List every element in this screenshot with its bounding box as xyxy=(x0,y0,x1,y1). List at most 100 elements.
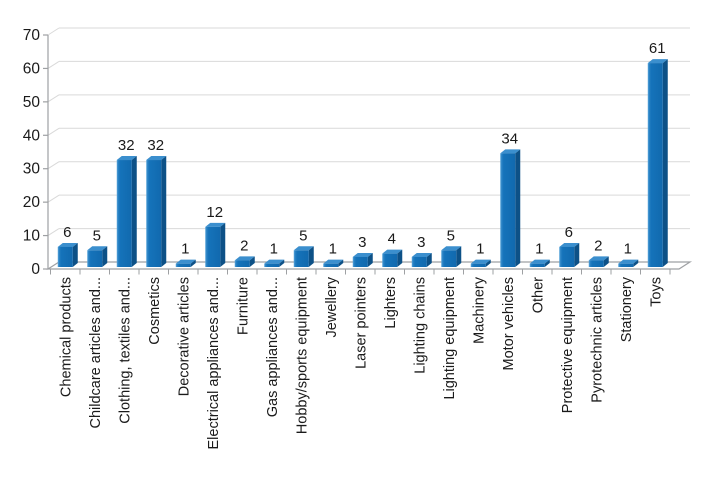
bar-top-face xyxy=(382,249,403,254)
bar-data-label: 3 xyxy=(358,234,366,251)
bar-top-face xyxy=(205,222,226,227)
bar-top-face xyxy=(57,242,78,247)
bar-front-face xyxy=(234,260,250,267)
bar-top-face xyxy=(470,259,491,264)
bar-side-face xyxy=(161,156,167,267)
bar-16 xyxy=(529,259,550,267)
bar-front-face xyxy=(441,250,457,267)
bar-2 xyxy=(116,156,137,267)
bar-top-face xyxy=(264,259,285,264)
bar-0 xyxy=(57,242,78,267)
bar-data-label: 3 xyxy=(417,234,425,251)
bar-top-face xyxy=(175,259,196,264)
bar-front-face xyxy=(588,260,604,267)
gridline-wall-joint xyxy=(47,127,60,136)
bar-side-face xyxy=(367,252,373,267)
bar-front-face xyxy=(352,256,368,267)
x-axis-category-label: Childcare articles and... xyxy=(88,277,104,429)
bar-front-face xyxy=(116,160,132,267)
bar-front-face xyxy=(293,250,309,267)
x-axis-category-label: Toys xyxy=(648,277,664,307)
bar-18 xyxy=(588,256,609,267)
bar-data-label: 5 xyxy=(447,227,455,244)
y-axis-tick-label: 20 xyxy=(23,194,41,211)
bar-front-face xyxy=(323,263,339,267)
x-axis-category-label: Clothing, textiles and... xyxy=(117,277,133,424)
bar-side-face xyxy=(102,246,108,267)
bar-front-face xyxy=(411,256,427,267)
bar-side-face xyxy=(308,246,314,267)
bar-10 xyxy=(352,252,373,267)
bar-data-label: 1 xyxy=(329,241,337,258)
bar-top-face xyxy=(146,156,167,161)
gridline-wall-joint xyxy=(47,228,60,236)
x-axis-category-label: Lighting chains xyxy=(412,277,428,374)
bar-data-label: 34 xyxy=(501,130,518,147)
bar-side-face xyxy=(544,259,550,267)
bar-front-face xyxy=(382,253,398,267)
bar-side-face xyxy=(249,256,255,267)
bar-side-face xyxy=(515,149,521,267)
bar-side-face xyxy=(662,59,668,268)
bars xyxy=(57,59,668,268)
bar-top-face xyxy=(618,259,639,264)
bar-side-face xyxy=(485,259,491,267)
bar-top-face xyxy=(559,242,580,247)
bar-1 xyxy=(87,246,108,267)
x-axis-category-label: Machinery xyxy=(471,276,487,344)
axes xyxy=(43,34,671,275)
bar-data-label: 2 xyxy=(594,237,602,254)
x-axis-category-label: Protective equipment xyxy=(560,277,576,413)
bar-side-face xyxy=(633,259,639,267)
bar-top-face xyxy=(500,149,521,154)
bar-data-label: 1 xyxy=(535,241,543,258)
bar-data-label: 6 xyxy=(565,224,573,241)
x-axis-category-label: Cosmetics xyxy=(147,277,163,345)
x-axis-category-label: Furniture xyxy=(235,277,251,335)
x-axis-category-label: Lighters xyxy=(383,277,399,329)
x-axis-category-label: Hobby/sports equipment xyxy=(294,277,310,434)
bar-top-face xyxy=(529,259,550,264)
gridline-wall-joint xyxy=(47,61,60,69)
x-axis-category-label: Stationery xyxy=(619,276,635,342)
bar-front-face xyxy=(559,246,575,267)
bar-20 xyxy=(647,59,668,268)
bar-top-face xyxy=(352,252,373,257)
bar-side-face xyxy=(190,259,196,267)
bar-9 xyxy=(323,259,344,267)
bar-front-face xyxy=(529,263,545,267)
bar-data-label: 1 xyxy=(624,241,632,258)
bar-top-face xyxy=(87,246,108,251)
bar-front-face xyxy=(175,263,191,267)
bar-14 xyxy=(470,259,491,267)
gridline-wall-joint xyxy=(47,27,60,36)
bar-data-label: 32 xyxy=(147,137,164,154)
bar-top-face xyxy=(323,259,344,264)
bar-12 xyxy=(411,252,432,267)
bar-4 xyxy=(175,259,196,267)
bar-front-face xyxy=(618,263,634,267)
bar-front-face xyxy=(57,246,73,267)
gridline-wall-joint xyxy=(47,94,60,103)
bar-data-label: 1 xyxy=(270,241,278,258)
gridline-wall-joint xyxy=(47,161,60,170)
bar-front-face xyxy=(470,263,486,267)
x-axis-category-label: Chemical products xyxy=(58,277,74,397)
bar-side-face xyxy=(72,242,78,267)
bar-data-label: 32 xyxy=(118,137,135,154)
y-axis-tick-label: 60 xyxy=(23,60,41,77)
x-axis-category-label: Other xyxy=(530,277,546,313)
bar-side-face xyxy=(338,259,344,267)
bar-7 xyxy=(264,259,285,267)
bar-data-label: 5 xyxy=(93,227,101,244)
bar-front-face xyxy=(87,250,103,267)
bar-side-face xyxy=(279,259,285,267)
bar-6 xyxy=(234,256,255,267)
bar-data-label: 6 xyxy=(63,224,71,241)
bar-data-label: 1 xyxy=(476,241,484,258)
gridlines xyxy=(47,27,690,236)
bar-side-face xyxy=(397,249,403,267)
bar-front-face xyxy=(500,153,516,267)
bar-front-face xyxy=(205,226,221,267)
